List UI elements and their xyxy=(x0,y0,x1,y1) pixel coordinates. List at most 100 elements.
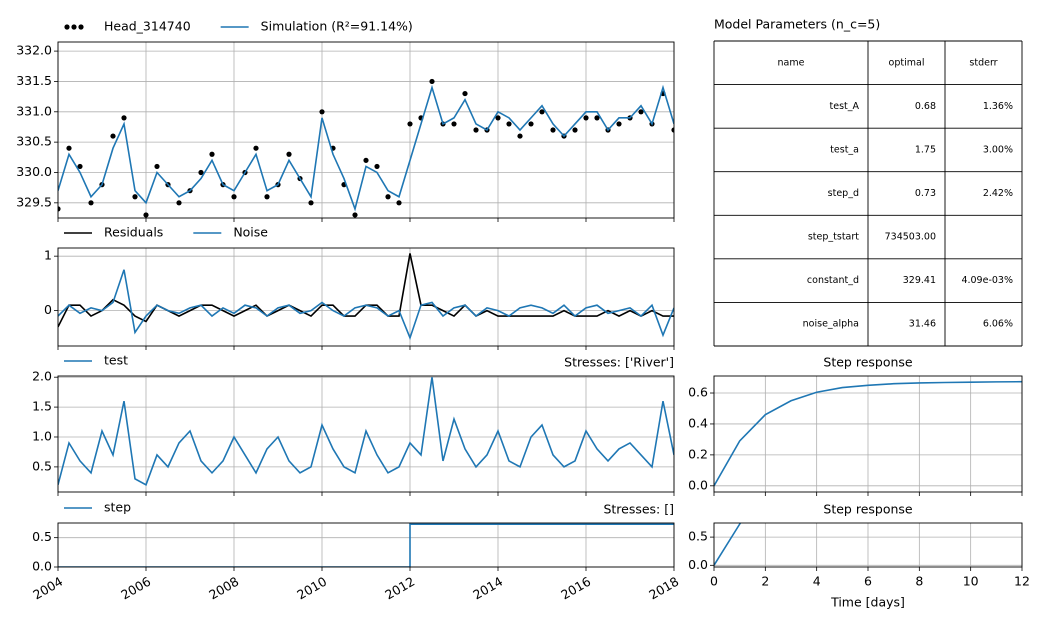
axes-frame xyxy=(57,522,675,568)
table-cell: 0.68 xyxy=(915,101,936,112)
table-cell: 734503.00 xyxy=(885,232,936,243)
data-point xyxy=(319,109,325,115)
x-tick-label: 8 xyxy=(915,574,923,589)
table-cell: test_a xyxy=(830,144,859,155)
data-point xyxy=(209,151,215,157)
y-tick-label: 0.0 xyxy=(32,559,52,574)
y-tick-label: 0.5 xyxy=(688,529,708,544)
x-tick-label: 2006 xyxy=(118,574,153,603)
table-cell: step_d xyxy=(828,188,859,199)
data-point xyxy=(429,78,435,85)
axes-frame xyxy=(57,375,675,493)
table-cell: 329.41 xyxy=(903,275,936,286)
x-tick-label: 2010 xyxy=(294,574,329,603)
y-tick-label: 0.0 xyxy=(688,557,708,572)
panel-title: Step response xyxy=(823,355,913,370)
data-point xyxy=(58,206,61,212)
plot-area xyxy=(58,78,674,218)
data-point xyxy=(132,194,138,200)
data-point xyxy=(638,109,644,115)
y-tick-label: 2.0 xyxy=(32,369,52,384)
plot-area xyxy=(58,377,674,486)
y-tick-label: 0.6 xyxy=(688,385,708,400)
data-point xyxy=(264,194,270,200)
table-cell: 1.36% xyxy=(983,101,1013,112)
data-point xyxy=(473,127,479,133)
data-point xyxy=(110,133,116,139)
legend-label: Head_314740 xyxy=(104,19,191,34)
table-header: stderr xyxy=(969,57,997,68)
y-tick-label: 329.5 xyxy=(16,194,52,209)
table-cell: 4.09e-03% xyxy=(961,275,1013,286)
axes-frame xyxy=(713,522,1023,568)
data-point xyxy=(121,115,127,121)
x-tick-label: 2008 xyxy=(206,574,241,603)
data-point xyxy=(77,163,83,170)
panel-title: Step response xyxy=(823,502,913,517)
x-tick-label: 2012 xyxy=(382,574,417,603)
data-line xyxy=(714,523,742,566)
table-cell: test_A xyxy=(830,101,860,112)
data-point xyxy=(528,121,534,127)
legend-marker xyxy=(78,24,84,30)
data-point xyxy=(198,169,204,176)
y-tick-label: 331.5 xyxy=(16,73,52,88)
data-point xyxy=(572,127,578,133)
x-axis-label: Time [days] xyxy=(830,595,905,610)
legend-label: Residuals xyxy=(104,225,163,240)
data-point xyxy=(363,157,369,163)
x-tick-label: 2018 xyxy=(646,574,681,603)
x-tick-label: 4 xyxy=(813,574,821,589)
y-tick-label: 0 xyxy=(44,302,52,317)
data-point xyxy=(352,212,358,218)
table-cell: 0.73 xyxy=(915,188,936,199)
legend-label: Simulation (R²=91.14%) xyxy=(261,19,413,34)
data-line xyxy=(714,380,1022,487)
data-point xyxy=(539,109,545,115)
x-tick-label: 2014 xyxy=(470,574,505,603)
data-point xyxy=(231,194,237,200)
y-tick-label: 330.5 xyxy=(16,134,52,149)
data-point xyxy=(66,145,72,151)
x-tick-label: 10 xyxy=(963,574,979,589)
y-tick-label: 0.5 xyxy=(32,529,52,544)
x-tick-label: 2004 xyxy=(30,574,65,603)
data-line xyxy=(58,84,674,212)
table-cell: 6.06% xyxy=(983,319,1013,330)
data-point xyxy=(616,121,622,127)
y-tick-label: 0.2 xyxy=(688,446,708,461)
data-point xyxy=(550,127,556,133)
data-point xyxy=(154,163,160,170)
y-tick-label: 1.5 xyxy=(32,399,52,414)
table-cell: 2.42% xyxy=(983,188,1013,199)
data-point xyxy=(286,151,292,157)
x-tick-label: 6 xyxy=(864,574,872,589)
data-point xyxy=(594,115,600,121)
table-cell: constant_d xyxy=(807,275,859,286)
table-header: name xyxy=(778,57,805,68)
data-point xyxy=(506,121,512,127)
table-header: optimal xyxy=(889,57,925,68)
data-point xyxy=(462,90,468,97)
data-point xyxy=(176,200,182,206)
y-tick-label: 1.0 xyxy=(32,428,52,443)
axes-frame xyxy=(713,375,1023,493)
data-point xyxy=(88,200,94,206)
data-point xyxy=(308,200,314,206)
legend-label: step xyxy=(104,500,131,515)
x-tick-label: 0 xyxy=(710,574,718,589)
data-point xyxy=(451,121,457,127)
data-point xyxy=(253,145,259,151)
data-point xyxy=(407,121,413,127)
y-tick-label: 332.0 xyxy=(16,43,52,58)
data-line xyxy=(58,523,674,567)
data-point xyxy=(583,115,589,121)
table-cell: 1.75 xyxy=(915,144,936,155)
table-cell: noise_alpha xyxy=(803,319,859,330)
data-point xyxy=(396,200,402,206)
table-cell: step_tstart xyxy=(808,232,859,243)
plot-area xyxy=(714,380,1022,487)
y-tick-label: 0.0 xyxy=(688,477,708,492)
panel-annotation: Stresses: ['River'] xyxy=(564,355,674,370)
